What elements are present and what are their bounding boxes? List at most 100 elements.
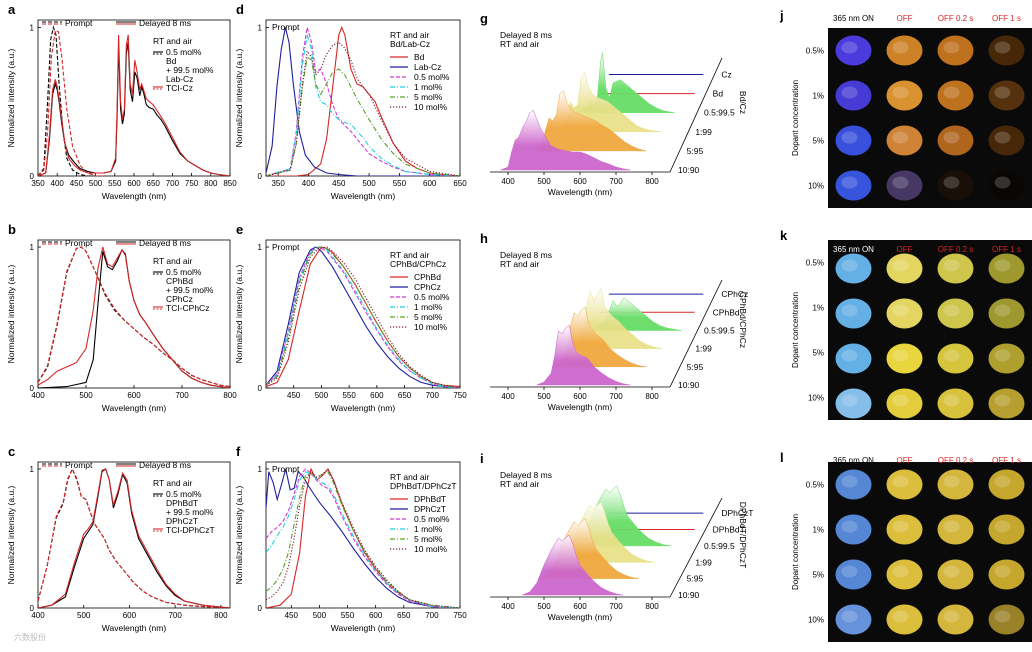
y-axis-label: Normalized intensity (a.u.) — [6, 485, 16, 584]
panel-letter: f — [236, 444, 241, 459]
depth-label: DPhCzT — [721, 508, 753, 518]
sample-highlight — [994, 131, 1011, 144]
sample-highlight — [841, 520, 858, 533]
legend-entry: Bd — [414, 52, 425, 62]
waterfall-area — [522, 534, 624, 596]
x-tick-label: 400 — [51, 179, 65, 188]
row-label: 1% — [812, 526, 824, 535]
panel-c: c 400 500 600 700 800 0 1 Wavelength (nm) Normali… — [6, 444, 231, 633]
sample-highlight — [892, 475, 909, 488]
side-label: DPhBdT/DPhCzT — [738, 502, 748, 569]
series-group — [266, 25, 460, 176]
x-tick-label: 450 — [285, 611, 299, 620]
x-tick-label: 550 — [393, 179, 407, 188]
legend-entry: 0.5 mol% — [414, 72, 450, 82]
series-line — [38, 468, 230, 608]
sample-highlight — [841, 394, 858, 407]
x-axis-label: Wavelength (nm) — [102, 623, 167, 633]
panel-letter: b — [8, 222, 16, 237]
x-tick-label: 500 — [537, 602, 551, 611]
panel-e: e 450 500 550 600 650 700 750 0 1 Wavelength (nm) N… — [234, 222, 467, 413]
legend-entry: Lab-Cz — [414, 62, 441, 72]
y-axis-label: Normalized intensity (a.u.) — [234, 485, 244, 584]
sample-highlight — [892, 610, 909, 623]
sample-highlight — [892, 520, 909, 533]
photo-panel-k: k 365 nm ON OFF OFF 0.2 s OFF 1 s 0.5% 1% 5% 10%… — [780, 228, 1032, 420]
series-group — [38, 25, 230, 176]
series-line — [266, 468, 460, 608]
sample-highlight — [943, 304, 960, 317]
sample-highlight — [994, 610, 1011, 623]
column-header: OFF — [897, 245, 913, 254]
row-label: 5% — [812, 571, 824, 580]
x-tick-label: 700 — [168, 611, 182, 620]
series-line — [266, 468, 460, 608]
annotation: RT and air — [500, 259, 540, 269]
sample-spot — [988, 80, 1025, 111]
x-tick-label: 650 — [398, 391, 412, 400]
sample-spot — [988, 35, 1025, 66]
sample-spot — [988, 604, 1025, 635]
series-line — [266, 246, 460, 388]
x-tick-label: 600 — [573, 602, 587, 611]
legend-header: RT and air — [390, 472, 430, 482]
x-axis-label: Wavelength (nm) — [548, 187, 613, 197]
x-tick-label: 650 — [147, 179, 161, 188]
sample-spot — [937, 388, 974, 419]
series-line — [38, 468, 230, 608]
x-tick-label: 600 — [573, 392, 587, 401]
series-group — [266, 246, 460, 388]
x-tick-label: 450 — [287, 391, 301, 400]
column-header: OFF 0.2 s — [938, 245, 974, 254]
x-tick-label: 600 — [423, 179, 437, 188]
series-line — [266, 470, 460, 608]
series-line — [38, 467, 230, 608]
y-tick-label: 0 — [30, 384, 35, 393]
sample-spot — [988, 298, 1025, 329]
legend-delayed: Delayed 8 ms — [139, 460, 191, 470]
y-axis-label: Dopant concentration — [791, 292, 800, 368]
legend-tci: TCI-Cz — [166, 83, 193, 93]
sample-highlight — [994, 304, 1011, 317]
annotation: Delayed 8 ms — [500, 250, 552, 260]
sample-highlight — [892, 176, 909, 189]
sample-spot — [988, 343, 1025, 374]
y-axis-label: Dopant concentration — [791, 514, 800, 590]
depth-axis — [669, 279, 723, 388]
x-tick-label: 400 — [501, 177, 515, 186]
y-tick-label: 1 — [258, 23, 263, 32]
legend-header: RT and air — [153, 256, 193, 266]
column-header: 365 nm ON — [833, 14, 874, 23]
row-label: 0.5% — [806, 259, 824, 268]
series-line — [38, 246, 230, 388]
panel-a: a 350 400 450 500 550 600 650 700 750 800 850 0 1 Wave… — [6, 2, 237, 201]
depth-label: 5:95 — [687, 574, 704, 584]
waterfall-area — [534, 90, 647, 152]
series-line — [266, 25, 460, 176]
sample-spot — [886, 604, 923, 635]
legend-prompt: Prompt — [65, 238, 93, 248]
panel-letter: h — [480, 231, 488, 246]
x-axis-label: Wavelength (nm) — [331, 191, 396, 201]
sample-highlight — [841, 259, 858, 272]
photo-panel-j: j 365 nm ON OFF OFF 0.2 s OFF 1 s 0.5% 1% 5% 10%… — [779, 8, 1032, 208]
sample-highlight — [943, 131, 960, 144]
depth-label: 0.5:99.5 — [704, 541, 735, 551]
sample-spot — [835, 35, 872, 66]
legend-mixture-line: 0.5 mol% — [166, 47, 202, 57]
sample-highlight — [994, 475, 1011, 488]
legend-header: Bd/Lab-Cz — [390, 39, 430, 49]
x-tick-label: 700 — [609, 177, 623, 186]
y-tick-label: 0 — [258, 172, 263, 181]
row-label: 0.5% — [806, 481, 824, 490]
legend-mixture-line: Lab-Cz — [166, 74, 193, 84]
legend-mixture-line: 0.5 mol% — [166, 489, 202, 499]
sample-spot — [937, 170, 974, 201]
sample-highlight — [892, 131, 909, 144]
x-tick-label: 600 — [123, 611, 137, 620]
y-tick-label: 1 — [258, 243, 263, 252]
column-header: OFF 1 s — [992, 456, 1021, 465]
row-label: 1% — [812, 304, 824, 313]
x-tick-label: 550 — [342, 391, 356, 400]
